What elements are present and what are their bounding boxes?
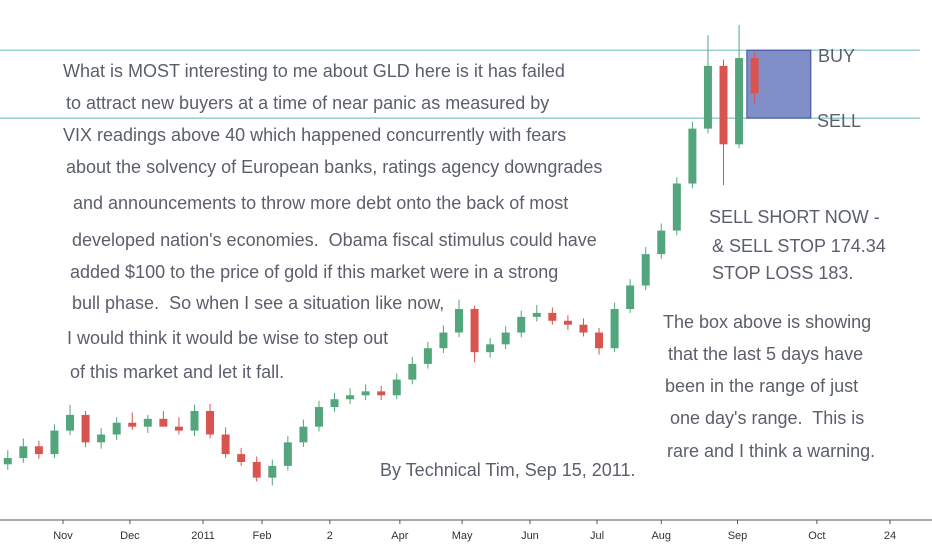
candle-body <box>579 324 588 333</box>
x-tick-label: Apr <box>391 530 408 542</box>
candle-body <box>174 426 183 431</box>
candle-body <box>548 312 557 321</box>
trade-note: & SELL STOP 174.34 <box>712 236 886 256</box>
candle-body <box>361 391 370 396</box>
annotation: of this market and let it fall. <box>70 362 284 382</box>
candle-body <box>190 410 199 431</box>
trade-note: STOP LOSS 183. <box>712 263 853 283</box>
candle-body <box>735 58 744 145</box>
candle-body <box>641 254 650 286</box>
annotation: and announcements to throw more debt ont… <box>73 193 568 213</box>
candle-body <box>299 426 308 443</box>
annotation: bull phase. So when I see a situation li… <box>72 293 444 313</box>
candle-body <box>377 391 386 396</box>
candle-body <box>595 332 604 349</box>
candle-body <box>532 312 541 317</box>
candle-body <box>237 454 246 462</box>
candle-body <box>470 309 479 353</box>
candle-body <box>486 344 495 353</box>
annotation: developed nation's economies. Obama fisc… <box>72 230 597 250</box>
candle-body <box>657 230 666 255</box>
candle-body <box>283 442 292 466</box>
candle-body <box>159 418 168 427</box>
candle-body <box>439 332 448 349</box>
box-note: one day's range. This is <box>670 408 864 428</box>
candle-body <box>268 465 277 478</box>
level-label: BUY <box>818 46 855 66</box>
candle-body <box>128 422 137 427</box>
candle-body <box>610 309 619 349</box>
candle-body <box>19 446 28 459</box>
annotation: What is MOST interesting to me about GLD… <box>63 61 565 81</box>
candle-body <box>3 458 12 465</box>
x-tick-label: Oct <box>808 530 825 542</box>
candle-body <box>112 422 121 435</box>
candle-body <box>50 430 59 455</box>
x-tick-label: Nov <box>53 530 73 542</box>
x-tick-label: Dec <box>120 530 140 542</box>
x-tick-label: 2 <box>327 530 333 542</box>
candle-body <box>314 407 323 427</box>
candle-body <box>688 128 697 184</box>
annotation: I would think it would be wise to step o… <box>67 328 388 348</box>
box-note: The box above is showing <box>663 312 871 332</box>
candle-body <box>34 446 43 455</box>
trade-note: SELL SHORT NOW - <box>709 207 880 227</box>
x-tick-label: May <box>452 530 473 542</box>
x-tick-label: Jun <box>521 530 539 542</box>
candle-body <box>750 58 759 94</box>
x-tick-label: Aug <box>651 530 671 542</box>
candle-body <box>408 363 417 380</box>
candle-body <box>206 410 215 435</box>
annotation: VIX readings above 40 which happened con… <box>63 125 566 145</box>
annotation: about the solvency of European banks, ra… <box>66 157 602 177</box>
candle-body <box>703 65 712 129</box>
candle-body <box>455 309 463 333</box>
candle-body <box>143 418 152 427</box>
annotation: to attract new buyers at a time of near … <box>66 93 549 113</box>
candle-body <box>330 399 339 408</box>
candle-body <box>501 332 510 345</box>
candle-body <box>563 320 572 325</box>
x-tick-label: Feb <box>253 530 272 542</box>
candle-body <box>392 379 401 396</box>
candle-body <box>97 434 106 443</box>
candle-body <box>221 434 230 455</box>
candle-body <box>719 65 728 145</box>
candle-body <box>517 316 526 333</box>
candle-body <box>81 414 90 443</box>
x-tick-label: Sep <box>728 530 748 542</box>
byline: By Technical Tim, Sep 15, 2011. <box>380 460 635 480</box>
candle-body <box>346 395 355 400</box>
level-label: SELL <box>817 111 861 131</box>
annotation: added $100 to the price of gold if this … <box>70 262 558 282</box>
candle-body <box>66 414 75 431</box>
candle-body <box>252 461 261 478</box>
candle-body <box>626 285 635 310</box>
box-note: been in the range of just <box>665 376 858 396</box>
candle-body <box>672 183 681 231</box>
x-tick-label: 24 <box>884 530 896 542</box>
x-tick-label: 2011 <box>191 530 215 542</box>
box-note: that the last 5 days have <box>668 344 863 364</box>
x-tick-label: Jul <box>590 530 604 542</box>
box-note: rare and I think a warning. <box>667 441 875 461</box>
candle-body <box>423 348 432 364</box>
